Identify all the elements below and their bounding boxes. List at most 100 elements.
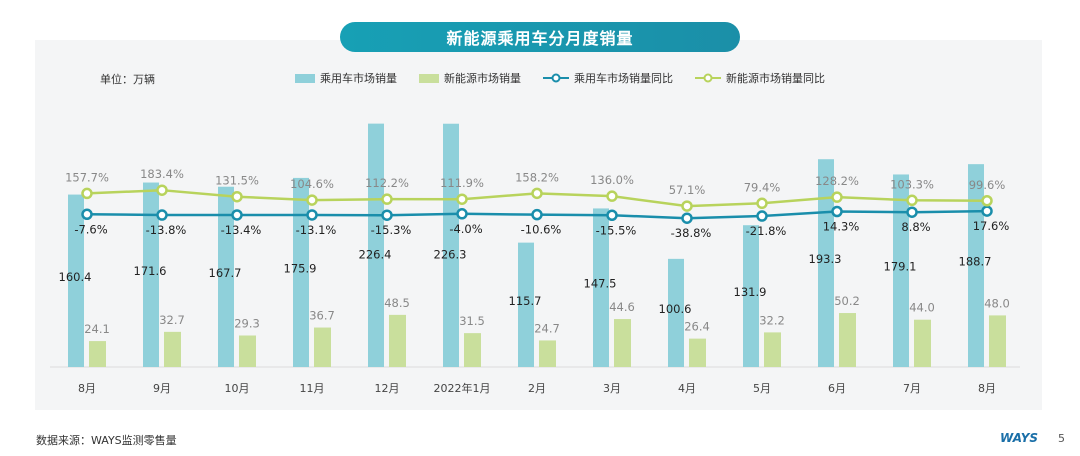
data-label-nev-sales: 29.3: [234, 317, 260, 331]
data-label-car-yoy: -13.4%: [221, 223, 262, 237]
point-car-yoy: [456, 208, 468, 220]
bar-car-sales: [518, 242, 534, 367]
legend-item-nev-yoy: 新能源市场销量同比: [695, 70, 825, 86]
data-label-car-yoy: -13.1%: [296, 223, 337, 237]
ways-logo: WAYS: [1000, 431, 1039, 445]
bar-nev-sales: [164, 331, 181, 367]
legend-label: 新能源市场销量同比: [726, 72, 825, 85]
point-nev-yoy: [681, 200, 693, 212]
data-label-car-sales: 115.7: [509, 294, 542, 308]
point-car-yoy: [831, 205, 843, 218]
data-label-nev-sales: 24.1: [84, 322, 110, 336]
data-label-nev-sales: 26.4: [684, 320, 710, 334]
x-tick-label: 2022年1月: [434, 381, 491, 395]
x-tick-label: 4月: [678, 382, 696, 395]
point-car-yoy: [156, 209, 168, 221]
bar-car-sales: [68, 194, 84, 367]
legend-item-nev-sales: 新能源市场销量: [419, 70, 521, 86]
legend-label: 乘用车市场销量同比: [574, 72, 673, 85]
point-nev-yoy: [981, 195, 993, 207]
data-label-nev-yoy: 131.5%: [215, 174, 259, 188]
point-car-yoy: [531, 208, 543, 221]
data-label-nev-sales: 31.5: [459, 314, 485, 328]
point-car-yoy: [756, 210, 768, 222]
legend-swatch: [695, 73, 721, 83]
data-label-nev-sales: 44.6: [609, 300, 635, 314]
point-nev-yoy: [906, 194, 918, 207]
point-car-yoy: [381, 209, 393, 221]
data-label-nev-yoy: 79.4%: [744, 180, 781, 194]
point-car-yoy: [981, 205, 993, 217]
point-car-yoy: [81, 208, 93, 221]
data-label-car-sales: 226.4: [359, 248, 392, 262]
data-label-car-sales: 179.1: [884, 260, 917, 274]
bar-nev-sales: [464, 333, 481, 367]
legend-item-car-sales: 乘用车市场销量: [295, 70, 397, 86]
x-tick-label: 5月: [753, 382, 771, 395]
point-nev-yoy: [381, 193, 393, 205]
bar-car-sales: [143, 182, 159, 367]
data-label-nev-sales: 48.5: [384, 296, 410, 310]
point-car-yoy: [606, 209, 618, 222]
bar-car-sales: [218, 186, 234, 367]
bar-nev-sales: [539, 340, 556, 367]
bar-nev-sales: [914, 319, 931, 367]
data-label-nev-sales: 48.0: [984, 296, 1010, 310]
data-label-nev-yoy: 111.9%: [440, 176, 484, 190]
chart-title: 新能源乘用车分月度销量: [340, 22, 740, 52]
data-label-nev-yoy: 158.2%: [515, 170, 559, 184]
bar-car-sales: [668, 258, 684, 367]
point-car-yoy: [681, 212, 693, 224]
data-label-nev-yoy: 99.6%: [969, 178, 1006, 192]
page-number: 5: [1058, 432, 1065, 445]
data-label-nev-sales: 36.7: [309, 309, 335, 323]
data-label-car-yoy: 17.6%: [973, 219, 1010, 233]
data-label-car-yoy: -15.3%: [371, 223, 412, 237]
data-label-nev-sales: 50.2: [834, 294, 860, 308]
legend-swatch: [543, 73, 569, 83]
bar-car-sales: [743, 225, 759, 367]
data-label-nev-yoy: 183.4%: [140, 167, 184, 181]
data-label-nev-sales: 32.2: [759, 313, 785, 327]
point-nev-yoy: [156, 184, 168, 196]
data-label-nev-yoy: 104.6%: [290, 177, 334, 191]
data-label-nev-yoy: 157.7%: [65, 170, 109, 184]
data-label-nev-yoy: 103.3%: [890, 177, 934, 191]
point-nev-yoy: [81, 187, 93, 200]
point-nev-yoy: [831, 191, 843, 203]
bar-nev-sales: [314, 327, 331, 367]
data-label-car-yoy: 8.8%: [901, 220, 930, 234]
bar-nev-sales: [89, 341, 106, 367]
point-nev-yoy: [306, 194, 318, 206]
point-nev-yoy: [231, 190, 243, 203]
data-label-nev-sales: 24.7: [534, 321, 560, 335]
data-label-car-sales: 160.4: [59, 270, 92, 284]
data-label-car-sales: 131.9: [734, 285, 767, 299]
bar-car-sales: [893, 174, 909, 367]
data-label-car-yoy: -4.0%: [449, 222, 482, 236]
x-tick-label: 9月: [153, 382, 171, 395]
bar-nev-sales: [839, 313, 856, 367]
point-car-yoy: [306, 209, 318, 221]
legend-item-car-yoy: 乘用车市场销量同比: [543, 70, 673, 86]
x-tick-label: 6月: [828, 382, 846, 395]
point-nev-yoy: [606, 190, 618, 202]
data-label-car-yoy: -21.8%: [746, 224, 787, 238]
data-label-car-sales: 100.6: [659, 302, 692, 316]
x-tick-label: 12月: [375, 382, 400, 395]
point-nev-yoy: [456, 193, 468, 205]
x-tick-label: 8月: [78, 382, 96, 395]
legend: 乘用车市场销量 新能源市场销量 乘用车市场销量同比 新能源市场销量同比: [295, 70, 825, 86]
data-label-car-yoy: -38.8%: [671, 226, 712, 240]
point-car-yoy: [231, 209, 243, 221]
bar-nev-sales: [689, 338, 706, 367]
data-label-car-yoy: -15.5%: [596, 223, 637, 237]
chart-panel: [35, 40, 1042, 410]
data-label-car-yoy: 14.3%: [823, 219, 860, 233]
bar-nev-sales: [389, 314, 406, 367]
bar-car-sales: [443, 123, 459, 367]
data-label-car-yoy: -10.6%: [521, 223, 562, 237]
data-label-car-sales: 188.7: [959, 255, 992, 269]
data-source: 数据来源：WAYS监测零售量: [36, 434, 177, 447]
